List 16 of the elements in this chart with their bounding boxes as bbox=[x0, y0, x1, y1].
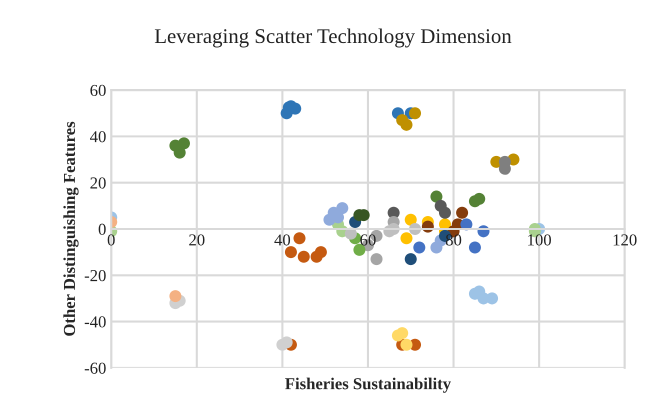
x-tick-label: 80 bbox=[446, 234, 462, 246]
x-tick-label: 0 bbox=[108, 234, 115, 246]
y-tick-label: 60 bbox=[90, 84, 106, 96]
x-tick-label: 20 bbox=[189, 234, 204, 246]
y-tick-label: 20 bbox=[90, 177, 106, 189]
x-tick-label: 120 bbox=[614, 234, 637, 246]
y-tick-label: -60 bbox=[84, 362, 106, 374]
y-tick-label: -20 bbox=[84, 270, 106, 282]
y-tick-label: -40 bbox=[84, 316, 106, 328]
x-axis-title: Fisheries Sustainability bbox=[285, 378, 451, 393]
chart-title: Leveraging Scatter Technology Dimension bbox=[154, 28, 512, 48]
y-tick-label: 40 bbox=[90, 131, 106, 142]
y-tick-label: 0 bbox=[98, 224, 106, 235]
y-axis-title: Other Distinguishing Features bbox=[63, 122, 79, 336]
x-tick-label: 40 bbox=[274, 234, 290, 246]
x-tick-label: 100 bbox=[528, 234, 551, 246]
